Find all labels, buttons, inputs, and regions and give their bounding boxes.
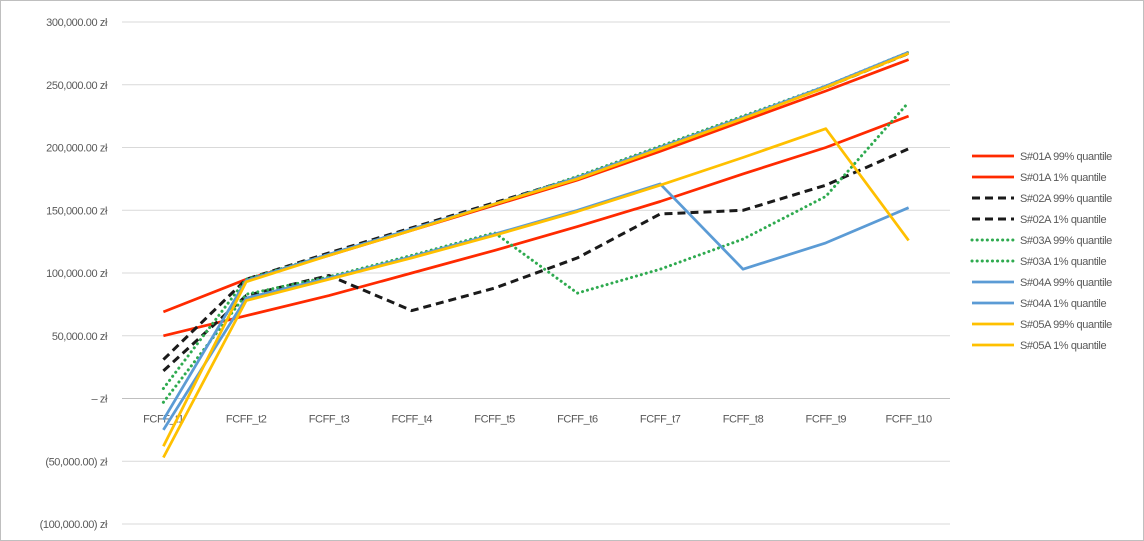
legend-label: S#05A 99% quantile [1020,319,1112,331]
legend-label: S#01A 1% quantile [1020,172,1106,184]
series-line-s-05a-1-quantile [162,127,910,459]
series-line-s-02a-1-quantile [162,147,910,373]
x-tick-label: FCFF_t7 [640,414,681,426]
series-line-s-03a-1-quantile [161,100,911,404]
y-tick-label: 50,000.00 zł [52,331,108,343]
legend-label: S#04A 1% quantile [1020,298,1106,310]
x-tick-label: FCFF_t5 [474,414,515,426]
y-tick-label: 200,000.00 zł [46,143,108,155]
legend-label: S#03A 1% quantile [1020,256,1106,268]
legend-item-s-04a-99-quantile: S#04A 99% quantile [972,277,1113,289]
x-tick-label: FCFF_t8 [723,414,764,426]
x-tick-label: FCFF_t9 [806,414,847,426]
series-line-s-04a-1-quantile [162,182,910,431]
series-line-s-05a-99-quantile [162,52,910,447]
legend-label: S#05A 1% quantile [1020,340,1106,352]
series-line-s-01a-1-quantile [163,114,910,338]
x-tick-label: FCFF_t4 [392,414,433,426]
series-line-s-04a-99-quantile [162,50,910,421]
legend-item-s-01a-99-quantile: S#01A 99% quantile [972,151,1113,163]
x-tick-label: FCFF_t2 [226,414,267,426]
legend-item-s-01a-1-quantile: S#01A 1% quantile [972,172,1107,184]
legend-item-s-04a-1-quantile: S#04A 1% quantile [972,298,1107,310]
legend-item-s-03a-99-quantile: S#03A 99% quantile [970,235,1113,247]
y-tick-label: (100,000.00) zł [40,519,108,531]
legend-item-s-02a-99-quantile: S#02A 99% quantile [972,193,1113,205]
y-axis-tick-labels: 300,000.00 zł 250,000.00 zł 200,000.00 zł 1… [40,17,109,531]
y-tick-label: 150,000.00 zł [46,205,108,217]
y-tick-label: – zł [91,394,107,406]
gridlines [122,21,950,525]
legend-label: S#02A 1% quantile [1020,214,1106,226]
y-tick-label: 250,000.00 zł [46,80,108,92]
legend-item-s-05a-1-quantile: S#05A 1% quantile [972,340,1107,352]
legend: S#01A 99% quantile S#01A 1% quantile S#02A… [970,151,1113,352]
legend-label: S#02A 99% quantile [1020,193,1112,205]
legend-label: S#04A 99% quantile [1020,277,1112,289]
x-tick-label: FCFF_t3 [309,414,350,426]
series-lines [161,50,911,459]
legend-item-s-02a-1-quantile: S#02A 1% quantile [972,214,1107,226]
x-axis-tick-labels: FCFF_t1 FCFF_t2 FCFF_t3 FCFF_t4 FCFF_t5 FCFF_… [143,414,932,426]
legend-item-s-05a-99-quantile: S#05A 99% quantile [972,319,1113,331]
legend-label: S#03A 99% quantile [1020,235,1112,247]
legend-label: S#01A 99% quantile [1020,151,1112,163]
y-tick-label: 100,000.00 zł [46,268,108,280]
y-tick-label: (50,000.00) zł [45,456,108,468]
legend-item-s-03a-1-quantile: S#03A 1% quantile [970,256,1107,268]
x-tick-label: FCFF_t10 [885,414,932,426]
y-tick-label: 300,000.00 zł [46,17,108,29]
x-tick-label: FCFF_t6 [557,414,598,426]
